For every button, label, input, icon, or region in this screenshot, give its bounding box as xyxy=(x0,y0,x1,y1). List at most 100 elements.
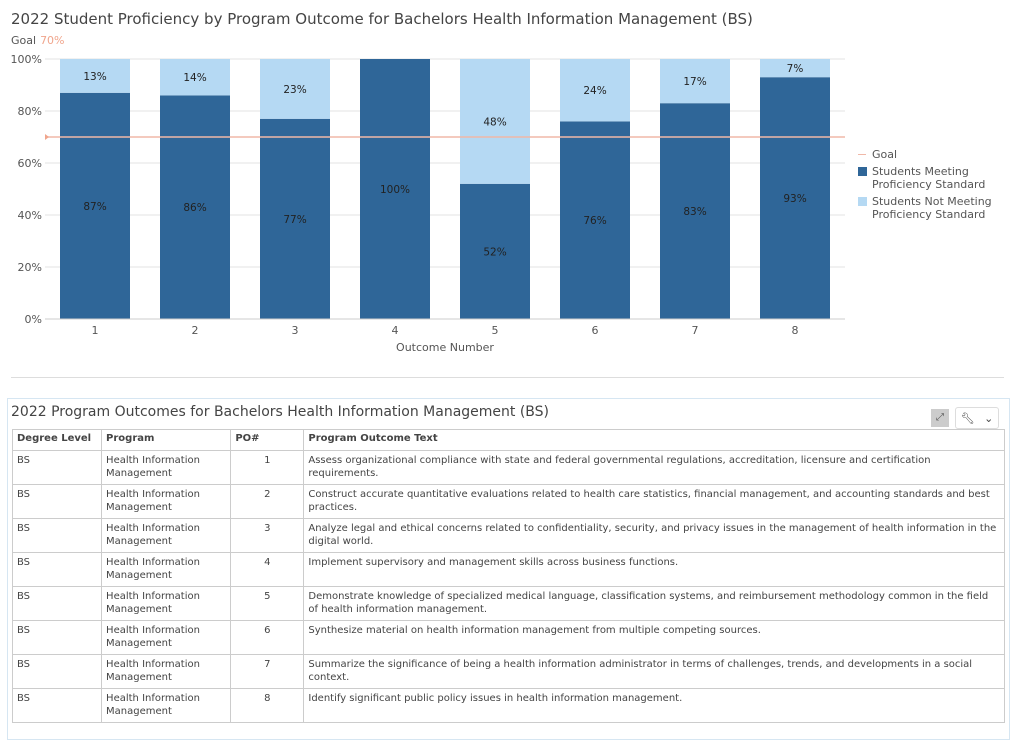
x-axis-title: Outcome Number xyxy=(396,341,494,354)
po-number-cell: 6 xyxy=(230,620,305,655)
legend-item-goal[interactable]: Goal xyxy=(858,148,997,161)
degree-level-cell: BS xyxy=(11,620,103,655)
data-label: 100% xyxy=(380,184,410,196)
legend-item-meeting[interactable]: Students Meeting Proficiency Standard xyxy=(858,165,997,191)
x-tick-label: 8 xyxy=(792,324,799,337)
program-cell: Health Information Management xyxy=(101,450,232,485)
table-row: BS Health Information Management 2 Construc… xyxy=(11,484,1005,519)
bar-segment xyxy=(160,59,230,96)
y-tick-label: 40% xyxy=(18,209,42,222)
bar-segment xyxy=(60,92,130,319)
not-meeting-swatch xyxy=(858,197,867,206)
x-tick-label: 2 xyxy=(192,324,199,337)
program-cell: Health Information Management xyxy=(101,654,232,689)
outcome-text-cell: Summarize the significance of being a he… xyxy=(303,654,1005,689)
y-tick-label: 80% xyxy=(18,105,42,118)
table-row: BS Health Information Management 6 Synthesi… xyxy=(11,620,1005,655)
outcomes-table: Degree Level Program PO# Program Outcome Te… xyxy=(11,429,1005,723)
table-row: BS Health Information Management 5 Demonstr… xyxy=(11,586,1005,621)
data-label: 52% xyxy=(483,246,506,258)
table-row: BS Health Information Management 4 Implemen… xyxy=(11,552,1005,587)
legend: Goal Students Meeting Proficiency Standa… xyxy=(858,148,997,225)
data-label: 7% xyxy=(787,63,804,75)
x-tick-label: 7 xyxy=(692,324,699,337)
goal-marker-icon xyxy=(45,134,49,140)
expand-icon: ⤢ xyxy=(936,412,944,423)
wrench-icon: 🔧︎ xyxy=(960,411,975,425)
table-row: BS Health Information Management 7 Summariz… xyxy=(11,654,1005,689)
chart-title: 2022 Student Proficiency by Program Outc… xyxy=(11,10,753,28)
legend-item-not-meeting[interactable]: Students Not Meeting Proficiency Standar… xyxy=(858,195,997,221)
po-number-cell: 2 xyxy=(230,484,305,519)
data-label: 87% xyxy=(83,201,106,213)
bar-segment xyxy=(660,103,730,319)
degree-level-cell: BS xyxy=(11,484,103,519)
program-cell: Health Information Management xyxy=(101,552,232,587)
stacked-bar-chart: 0%20%40%60%80%100%87%13%186%14%277%23%31… xyxy=(11,53,845,354)
table-row: BS Health Information Management 1 Assess o… xyxy=(11,450,1005,485)
program-cell: Health Information Management xyxy=(101,586,232,621)
po-number-cell: 8 xyxy=(230,688,305,723)
table-row: BS Health Information Management 8 Identify… xyxy=(11,688,1005,723)
outcome-text-cell: Construct accurate quantitative evaluati… xyxy=(303,484,1005,519)
data-label: 77% xyxy=(283,214,306,226)
column-header[interactable]: Degree Level xyxy=(11,429,103,451)
degree-level-cell: BS xyxy=(11,586,103,621)
program-cell: Health Information Management xyxy=(101,688,232,723)
program-cell: Health Information Management xyxy=(101,620,232,655)
data-label: 86% xyxy=(183,202,206,214)
column-header[interactable]: Program Outcome Text xyxy=(303,429,1005,451)
bar-segment xyxy=(560,59,630,122)
goal-value: 70% xyxy=(40,34,65,47)
bar-segment xyxy=(460,59,530,184)
data-label: 24% xyxy=(583,85,606,97)
x-tick-label: 5 xyxy=(492,324,499,337)
po-number-cell: 5 xyxy=(230,586,305,621)
outcomes-table-panel: 2022 Program Outcomes for Bachelors Heal… xyxy=(7,398,1010,740)
data-label: 23% xyxy=(283,84,306,96)
table-row: BS Health Information Management 3 Analyze … xyxy=(11,518,1005,553)
table-title: 2022 Program Outcomes for Bachelors Heal… xyxy=(11,404,550,420)
column-header[interactable]: PO# xyxy=(230,429,305,451)
data-label: 76% xyxy=(583,215,606,227)
x-tick-label: 3 xyxy=(292,324,299,337)
chevron-down-icon: ⌄ xyxy=(984,411,994,425)
outcome-text-cell: Demonstrate knowledge of specialized med… xyxy=(303,586,1005,621)
y-tick-label: 60% xyxy=(18,157,42,170)
meeting-swatch xyxy=(858,167,867,176)
bar-segment xyxy=(560,121,630,320)
po-number-cell: 7 xyxy=(230,654,305,689)
data-label: 48% xyxy=(483,116,506,128)
outcome-text-cell: Implement supervisory and management ski… xyxy=(303,552,1005,587)
tools-menu-button[interactable]: 🔧︎ ⌄ xyxy=(955,407,999,429)
bar-segment xyxy=(260,118,330,319)
column-header[interactable]: Program xyxy=(101,429,232,451)
po-number-cell: 4 xyxy=(230,552,305,587)
degree-level-cell: BS xyxy=(11,688,103,723)
degree-level-cell: BS xyxy=(11,654,103,689)
x-tick-label: 4 xyxy=(392,324,399,337)
goal-indicator: Goal 70% xyxy=(11,34,65,47)
data-label: 14% xyxy=(183,72,206,84)
bar-segment xyxy=(260,59,330,119)
y-tick-label: 20% xyxy=(18,261,42,274)
expand-button[interactable]: ⤢ xyxy=(931,409,949,427)
bar-segment xyxy=(760,59,830,78)
po-number-cell: 3 xyxy=(230,518,305,553)
bar-segment xyxy=(60,59,130,93)
bar-segment xyxy=(160,95,230,320)
degree-level-cell: BS xyxy=(11,518,103,553)
data-label: 13% xyxy=(83,71,106,83)
x-tick-label: 1 xyxy=(92,324,99,337)
outcome-text-cell: Analyze legal and ethical concerns relat… xyxy=(303,518,1005,553)
degree-level-cell: BS xyxy=(11,450,103,485)
outcome-text-cell: Identify significant public policy issue… xyxy=(303,688,1005,723)
outcome-text-cell: Synthesize material on health informatio… xyxy=(303,620,1005,655)
goal-label: Goal xyxy=(11,34,37,47)
program-cell: Health Information Management xyxy=(101,518,232,553)
data-label: 17% xyxy=(683,76,706,88)
data-label: 83% xyxy=(683,206,706,218)
y-tick-label: 100% xyxy=(11,53,42,66)
goal-line-swatch xyxy=(858,154,866,155)
outcome-text-cell: Assess organizational compliance with st… xyxy=(303,450,1005,485)
